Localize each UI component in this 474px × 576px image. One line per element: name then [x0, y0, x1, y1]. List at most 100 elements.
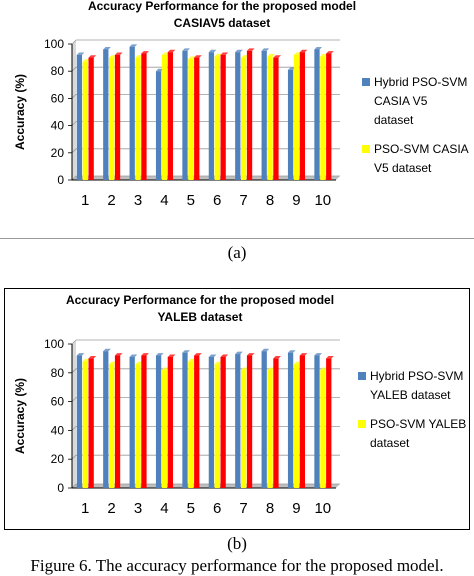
bar: [273, 358, 279, 488]
side-wall: [72, 340, 76, 488]
bar: [194, 355, 200, 488]
x-tick-label: 6: [213, 192, 221, 209]
bar-top: [103, 47, 111, 50]
bar-top: [220, 354, 229, 357]
bar: [246, 50, 253, 180]
bar-top: [88, 356, 97, 359]
bar-top: [188, 56, 196, 59]
bar-top: [109, 361, 117, 365]
y-tick-label: 100: [44, 337, 64, 351]
figure-caption: Figure 6. The accuracy performance for t…: [30, 556, 444, 575]
x-tick-label: 6: [213, 500, 221, 517]
bar-top: [235, 351, 243, 355]
gridline-diagonal: [71, 397, 77, 402]
bar: [114, 355, 121, 488]
bar: [314, 49, 320, 180]
gridline-diagonal: [71, 175, 77, 181]
chart-a-svg: Accuracy Performance for the proposed mo…: [13, 0, 469, 209]
y-tick-label: 80: [51, 366, 65, 380]
subfigure-label-b: (b): [227, 534, 247, 553]
bar-top: [299, 353, 308, 356]
bar-top: [155, 353, 164, 356]
bar: [135, 364, 141, 488]
side-wall: [72, 40, 76, 180]
bar-top: [273, 55, 281, 58]
bar-top: [208, 354, 217, 357]
bar: [194, 57, 200, 180]
chart-panel-a: Accuracy Performance for the proposed mo…: [0, 0, 474, 240]
bar: [261, 351, 267, 488]
bar-top: [103, 348, 111, 352]
bar: [155, 71, 162, 180]
bar: [167, 356, 173, 488]
gridline-diagonal: [71, 94, 77, 99]
bar: [235, 354, 241, 488]
bar: [188, 58, 194, 180]
bar-top: [235, 49, 243, 53]
bar-top: [246, 353, 255, 356]
bar: [161, 54, 168, 180]
bar-top: [188, 358, 196, 362]
bar: [182, 50, 188, 180]
bar-top: [182, 350, 191, 353]
bar-top: [109, 55, 117, 58]
bar: [299, 355, 305, 488]
x-tick-label: 5: [187, 500, 195, 517]
bar-top: [246, 48, 255, 51]
y-tick-label: 20: [51, 146, 65, 160]
gridline-diagonal: [71, 121, 77, 126]
bar-top: [129, 44, 138, 47]
legend-swatch: [358, 372, 366, 380]
bar-top: [241, 55, 249, 58]
bar-top: [241, 367, 249, 370]
bar: [129, 46, 135, 180]
bar-top: [326, 356, 334, 359]
bar: [293, 54, 300, 180]
gridline-diagonal: [71, 368, 77, 374]
bar-top: [167, 49, 176, 53]
legend-swatch: [362, 145, 370, 153]
legend-label: V5 dataset: [374, 161, 432, 175]
bar: [103, 49, 109, 180]
x-tick-label: 4: [160, 500, 168, 517]
chart-title: Accuracy Performance for the proposed mo…: [88, 0, 356, 13]
bar: [114, 54, 121, 180]
bar-top: [114, 52, 123, 55]
bar-top: [88, 55, 97, 58]
bar-top: [114, 353, 123, 356]
gridline-diagonal: [71, 483, 77, 489]
chart-b-frame: [4, 288, 470, 530]
x-tick-label: 4: [160, 192, 168, 209]
bar-top: [261, 48, 270, 51]
bar-top: [293, 52, 302, 55]
legend-label: Hybrid PSO-SVM: [374, 75, 467, 89]
bar: [135, 57, 141, 180]
bar: [267, 369, 273, 488]
x-tick-label: 3: [134, 192, 142, 209]
bar-top: [135, 361, 144, 365]
bar: [167, 52, 173, 180]
bar-top: [141, 51, 149, 54]
bar-top: [194, 55, 202, 58]
bar-top: [314, 47, 323, 50]
y-tick-label: 80: [51, 64, 65, 78]
subfigure-label-a: (a): [227, 243, 247, 262]
legend-label: Hybrid PSO-SVM: [370, 369, 463, 383]
bar-top: [208, 49, 217, 53]
x-tick-label: 7: [239, 500, 247, 517]
bar-top: [155, 68, 164, 72]
bar: [155, 355, 162, 488]
bar-top: [182, 48, 191, 51]
bar-top: [129, 354, 138, 357]
bar: [241, 369, 247, 488]
bar: [129, 356, 135, 488]
y-tick-label: 60: [51, 91, 65, 105]
x-tick-label: 8: [266, 192, 274, 209]
bar-top: [287, 350, 296, 353]
bar: [293, 364, 300, 488]
gridline-diagonal: [71, 426, 77, 431]
bar: [76, 355, 83, 488]
bar-top: [161, 52, 170, 55]
bar: [326, 53, 332, 180]
legend-label: dataset: [374, 113, 414, 127]
